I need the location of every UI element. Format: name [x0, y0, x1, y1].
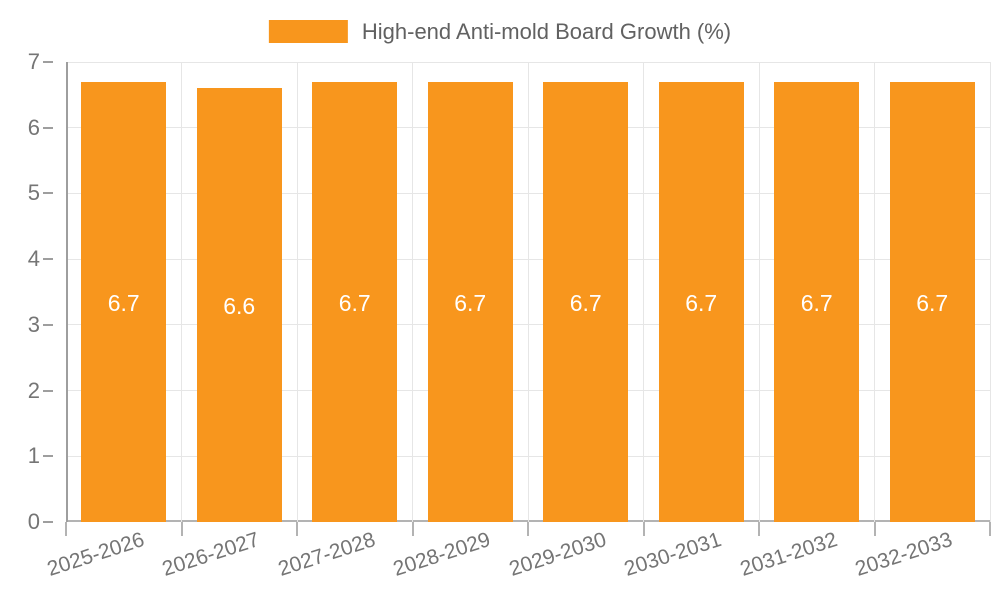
bar[interactable]: 6.7	[889, 81, 975, 522]
y-axis-tick	[43, 323, 53, 326]
bar-value-label: 6.7	[107, 289, 140, 316]
gridline-vertical	[758, 62, 760, 522]
y-axis-tick-label: 4	[27, 246, 40, 272]
gridline-vertical	[181, 62, 182, 522]
bar[interactable]: 6.7	[312, 81, 398, 522]
y-axis-tick-label: 0	[27, 509, 40, 534]
bar[interactable]: 6.7	[81, 81, 167, 522]
gridline-vertical	[412, 62, 413, 522]
x-axis-tick	[180, 522, 183, 536]
gridline-vertical	[874, 62, 875, 522]
bar-value-label: 6.7	[916, 289, 949, 316]
chart-legend[interactable]: High-end Anti-mold Board Growth (%)	[268, 19, 732, 44]
y-axis-tick	[43, 389, 53, 392]
gridline-vertical	[989, 62, 991, 522]
legend-label: High-end Anti-mold Board Growth (%)	[361, 19, 732, 44]
bar[interactable]: 6.7	[543, 81, 629, 522]
x-axis-tick	[642, 522, 645, 536]
y-axis-tick-label: 6	[27, 114, 40, 140]
bar-value-label: 6.7	[685, 289, 718, 316]
y-axis-tick	[43, 455, 53, 458]
y-axis-tick-label: 2	[27, 377, 40, 403]
y-axis-tick	[43, 258, 53, 261]
y-axis-tick-label: 1	[27, 443, 40, 469]
plot-area: 6.7 6.6 6.7 6.7 6.7 6.7 6.7 6.7	[66, 61, 991, 522]
x-axis-tick	[527, 522, 529, 536]
legend-swatch	[268, 20, 348, 43]
y-axis-tick-label: 7	[27, 49, 40, 74]
gridline-vertical	[296, 62, 298, 522]
bar[interactable]: 6.7	[774, 81, 860, 522]
y-axis-tick	[43, 61, 53, 63]
y-axis-line	[66, 62, 68, 522]
x-axis-tick	[296, 522, 298, 536]
bar[interactable]: 6.7	[658, 81, 744, 522]
y-axis-tick-label: 5	[27, 180, 40, 206]
y-axis-tick	[43, 192, 53, 195]
bar-value-label: 6.7	[800, 289, 833, 316]
x-axis-tick	[758, 522, 760, 536]
x-axis-tick	[65, 522, 67, 536]
x-axis-tick	[989, 522, 991, 536]
gridline-vertical	[527, 62, 529, 522]
bar-value-label: 6.7	[454, 289, 487, 316]
y-axis-tick	[43, 126, 53, 129]
gridline-vertical	[643, 62, 644, 522]
bar-value-label: 6.7	[338, 289, 371, 316]
bar[interactable]: 6.7	[427, 81, 513, 522]
x-axis-tick	[411, 522, 414, 536]
bar-value-label: 6.7	[569, 289, 602, 316]
y-axis-tick-label: 3	[27, 311, 40, 337]
bar-value-label: 6.6	[223, 293, 256, 320]
y-axis-tick	[43, 521, 53, 523]
bar[interactable]: 6.6	[196, 88, 282, 522]
x-axis-tick	[873, 522, 876, 536]
